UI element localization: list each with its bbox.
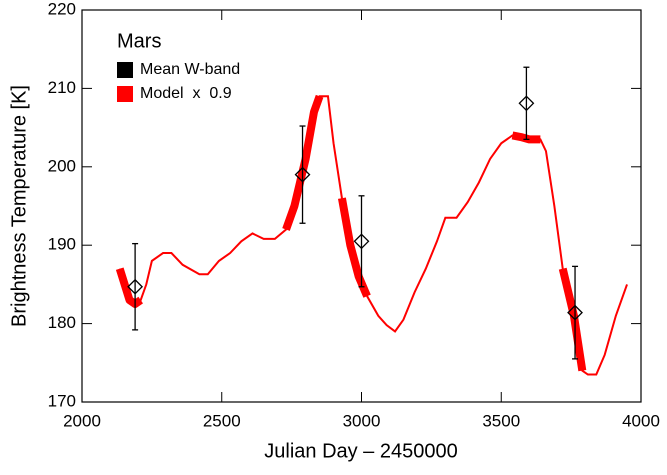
legend-label: Model x 0.9 xyxy=(140,85,232,102)
data-point xyxy=(294,166,311,183)
data-point xyxy=(353,233,370,250)
y-tick-label: 210 xyxy=(48,78,76,97)
y-tick-label: 170 xyxy=(48,391,76,410)
legend-label: Mean W-band xyxy=(140,61,240,78)
data-point xyxy=(518,95,535,112)
y-tick-label: 200 xyxy=(48,156,76,175)
data-point xyxy=(127,278,144,295)
annotation: Mars xyxy=(117,30,161,52)
legend-swatch xyxy=(117,86,133,102)
y-tick-label: 220 xyxy=(48,0,76,18)
y-tick-label: 180 xyxy=(48,313,76,332)
model-line xyxy=(118,95,628,376)
data-point xyxy=(567,304,583,321)
x-tick-label: 3500 xyxy=(482,411,520,430)
legend-swatch xyxy=(117,62,133,78)
x-tick-label: 3000 xyxy=(343,411,381,430)
model-highlight xyxy=(115,94,587,372)
x-tick-label: 4000 xyxy=(622,411,660,430)
y-axis-label: Brightness Temperature [K] xyxy=(8,85,30,327)
y-tick-label: 190 xyxy=(48,235,76,254)
x-axis-label: Julian Day – 2450000 xyxy=(264,440,457,462)
x-tick-label: 2000 xyxy=(63,411,101,430)
x-tick-label: 2500 xyxy=(203,411,241,430)
